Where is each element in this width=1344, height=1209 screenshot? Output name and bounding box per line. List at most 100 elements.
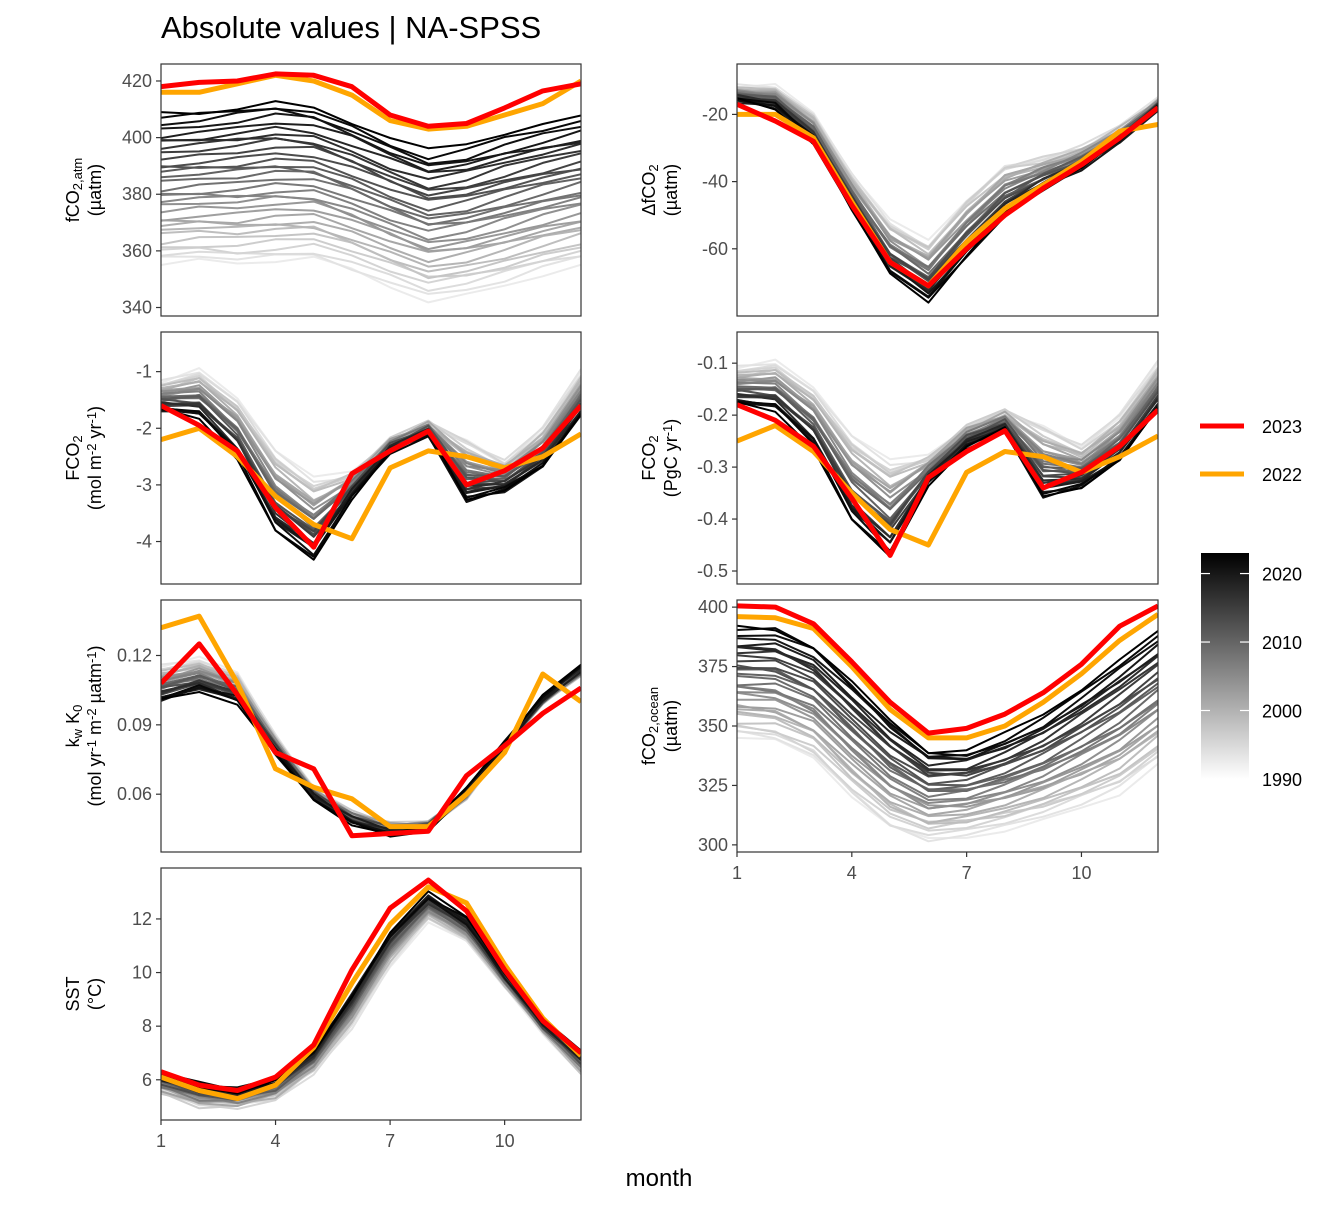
colorbar-label: 2020	[1262, 565, 1302, 585]
x-tick-label: 4	[271, 1131, 281, 1151]
legend-label: 2023	[1262, 417, 1302, 437]
year-lines	[737, 624, 1158, 843]
x-tick-label: 10	[495, 1131, 515, 1151]
series-line-2022	[161, 884, 581, 1102]
year-line-1994	[161, 238, 581, 278]
x-axis-title: month	[626, 1165, 693, 1192]
year-line-2019	[161, 107, 581, 165]
y-tick-label: -0.5	[697, 561, 728, 581]
colorbar-gradient	[1201, 553, 1249, 779]
y-tick-label: -0.1	[697, 353, 728, 373]
y-tick-label: 0.06	[117, 784, 152, 804]
year-line-2013	[737, 654, 1158, 777]
y-axis-title-line1: ΔfCO2	[639, 164, 661, 215]
year-line-2021	[161, 100, 581, 150]
legend-label: 2022	[1262, 465, 1302, 485]
panel-border	[160, 867, 582, 1121]
panel-fco2-atm: 340 360 380 400 420 fCO2,atm (µatm)	[63, 63, 582, 318]
year-lines	[161, 100, 581, 304]
x-tick-label: 4	[847, 863, 857, 883]
y-tick-label: 340	[122, 298, 152, 318]
y-tick-label: 6	[142, 1070, 152, 1090]
y-tick-label: -0.3	[697, 457, 728, 477]
colorbar-label: 2010	[1262, 633, 1302, 653]
y-tick-label: -40	[702, 172, 728, 192]
year-line-2012	[161, 145, 581, 197]
year-line-1993	[161, 242, 581, 284]
year-line-1999	[161, 213, 581, 253]
year-line-1997	[737, 710, 1158, 824]
series-line-2023	[161, 877, 581, 1093]
y-tick-label: 0.09	[117, 715, 152, 735]
year-line-2002	[737, 691, 1158, 810]
colorbar: 2020 2010 2000 1990	[1201, 553, 1302, 790]
y-tick-label: 400	[698, 597, 728, 617]
y-tick-label: 8	[142, 1016, 152, 1036]
panel-border	[736, 63, 1159, 317]
x-tick-label: 1	[732, 863, 742, 883]
year-line-2005	[737, 685, 1158, 798]
y-axis-title-line1: FCO2	[63, 435, 85, 480]
y-tick-label: -2	[136, 418, 152, 438]
panel-border	[160, 63, 582, 317]
y-tick-label: 420	[122, 71, 152, 91]
y-axis-title-line2: (°C)	[85, 978, 105, 1010]
y-tick-label: 350	[698, 716, 728, 736]
series-line-2023	[737, 102, 1158, 289]
year-line-2016	[161, 125, 581, 174]
year-line-2011	[161, 152, 581, 200]
year-line-2008	[161, 165, 581, 217]
panel-border	[160, 599, 582, 853]
panel-border	[736, 331, 1159, 585]
panel-fco2-flux-area: -4 -3 -2 -1 FCO2(mol m-2 yr-1)	[63, 331, 582, 585]
year-line-1993	[737, 725, 1158, 832]
series-line-2022	[161, 72, 581, 132]
panel-fco2-flux-total: -0.5 -0.4 -0.3 -0.2 -0.1 FCO2 (PgC yr-1)	[639, 331, 1159, 585]
panel-kw-k0: 0.06 0.09 0.12 kw K0(mol yr-1 m-2 µatm-1)	[63, 599, 582, 853]
year-line-2007	[161, 169, 581, 220]
year-line-2004	[161, 189, 581, 232]
series-line-2023	[737, 603, 1158, 736]
y-tick-label: -0.2	[697, 405, 728, 425]
y-axis-title: fCO2,ocean (µatm)	[639, 687, 681, 765]
y-axis-title-line1: FCO2	[639, 435, 661, 480]
series-line-2022	[737, 612, 1158, 741]
y-tick-label: 0.12	[117, 645, 152, 665]
y-tick-label: 325	[698, 775, 728, 795]
panel-delta-fco2: -60 -40 -20 ΔfCO2 (µatm)	[639, 63, 1159, 317]
x-tick-label: 1	[156, 1131, 166, 1151]
y-axis-title-line1: kw K0	[63, 705, 85, 748]
x-tick-label: 7	[385, 1131, 395, 1151]
year-line-1999	[737, 704, 1158, 816]
year-line-2004	[737, 685, 1158, 801]
year-line-2018	[161, 112, 581, 167]
x-tick-label: 10	[1071, 863, 1091, 883]
series-line-2023	[161, 71, 581, 129]
y-tick-label: -0.4	[697, 509, 728, 529]
y-tick-label: -4	[136, 532, 152, 552]
year-line-2000	[161, 208, 581, 253]
series-line-2023	[161, 641, 581, 839]
y-axis-title-line2: (µatm)	[85, 164, 105, 216]
year-line-1992	[737, 87, 1158, 248]
y-tick-label: -1	[136, 362, 152, 382]
panel-fco2-ocean: 300 325 350 375 400 1 4 7 10 fCO2,ocean (µatm)	[639, 597, 1159, 883]
y-tick-label: 12	[132, 909, 152, 929]
year-line-1995	[737, 722, 1158, 823]
y-axis-title-line1: fCO2,ocean	[639, 687, 661, 765]
year-line-2003	[737, 691, 1158, 804]
series-line-2023	[161, 403, 581, 550]
y-axis-title: kw K0(mol yr-1 m-2 µatm-1)	[63, 645, 105, 806]
year-line-2018	[737, 637, 1158, 761]
year-line-2021	[737, 624, 1158, 755]
x-tick-label: 7	[962, 863, 972, 883]
year-line-2007	[737, 675, 1158, 792]
y-axis-title-line1: fCO2,atm	[63, 158, 85, 223]
y-axis-title: FCO2(mol m-2 yr-1)	[63, 406, 105, 510]
year-line-2001	[161, 200, 581, 251]
y-axis-title-line2: (µatm)	[661, 700, 681, 752]
y-tick-label: 300	[698, 835, 728, 855]
year-line-2020	[161, 107, 581, 161]
year-line-1994	[737, 724, 1158, 830]
